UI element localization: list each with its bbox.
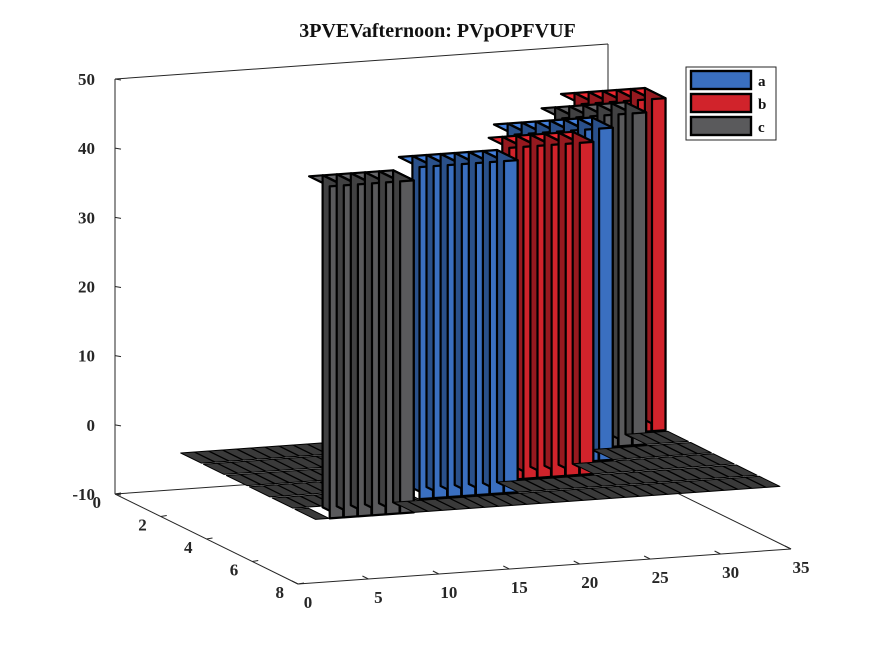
axis-line — [114, 43, 609, 80]
bar — [653, 430, 689, 443]
bar-top — [722, 464, 758, 477]
y-tick — [160, 515, 167, 517]
y-tick — [206, 537, 213, 540]
y-tick-label: 2 — [138, 516, 147, 535]
bar — [482, 148, 519, 495]
bar — [294, 507, 330, 520]
legend-label: b — [758, 97, 766, 113]
z-tick — [114, 78, 122, 81]
bar-top — [294, 507, 330, 520]
legend-label: a — [758, 74, 766, 90]
x-tick — [503, 565, 510, 570]
z-tick-label: 0 — [87, 416, 96, 435]
bar-front — [650, 97, 667, 433]
bar — [722, 464, 758, 477]
bar-front — [399, 179, 415, 515]
z-tick-label: -10 — [72, 485, 95, 504]
z-tick-label: 30 — [78, 208, 95, 227]
x-tick — [362, 575, 369, 580]
bar-front — [578, 140, 595, 476]
x-tick-label: 25 — [652, 568, 669, 587]
x-tick — [573, 560, 580, 565]
bar-top — [653, 430, 689, 443]
y-tick-label: 4 — [184, 538, 193, 557]
bar-row — [294, 169, 781, 520]
x-tick-label: 10 — [440, 583, 457, 602]
bar — [577, 116, 614, 462]
z-tick-label: 20 — [78, 278, 95, 297]
x-tick — [291, 580, 299, 585]
y-tick — [252, 560, 259, 562]
bar — [745, 475, 781, 488]
y-tick — [297, 582, 305, 585]
y-tick-label: 6 — [230, 561, 239, 580]
x-tick-label: 30 — [722, 563, 739, 582]
z-tick-label: 10 — [78, 347, 95, 366]
bar-top — [676, 442, 712, 455]
z-tick-label: 50 — [78, 70, 95, 89]
x-tick-label: 0 — [304, 593, 313, 612]
y-tick-label: 0 — [93, 493, 102, 512]
bar-top — [699, 453, 735, 466]
x-tick — [714, 550, 721, 555]
y-tick — [114, 492, 122, 495]
bar-front — [502, 159, 519, 495]
bar-front — [631, 111, 648, 447]
axis-line — [297, 548, 792, 585]
legend-label: c — [758, 120, 765, 136]
bar — [676, 442, 712, 455]
z-tick — [114, 424, 122, 427]
bar-front — [597, 126, 614, 462]
y-tick-label: 8 — [276, 583, 285, 602]
z-tick — [114, 355, 122, 358]
z-tick — [114, 286, 122, 288]
x-tick-label: 20 — [581, 573, 598, 592]
x-tick-label: 15 — [511, 578, 528, 597]
x-tick-label: 35 — [793, 558, 810, 577]
z-tick — [114, 216, 122, 219]
bar-top — [745, 475, 781, 488]
legend-swatch — [689, 115, 753, 137]
chart-title: 3PVEVafternoon: PVpOPFVUF — [299, 20, 576, 42]
bar — [699, 453, 735, 466]
bar — [630, 86, 667, 433]
bar — [378, 169, 415, 515]
legend: abc — [685, 66, 777, 141]
z-tick — [114, 147, 122, 150]
legend-swatch — [689, 92, 753, 114]
x-tick — [784, 545, 792, 550]
x-tick — [432, 570, 440, 575]
z-tick-label: 40 — [78, 139, 95, 158]
legend-swatch — [689, 69, 753, 91]
bar — [610, 101, 648, 447]
x-tick-label: 5 — [374, 588, 383, 607]
x-tick — [643, 555, 651, 560]
